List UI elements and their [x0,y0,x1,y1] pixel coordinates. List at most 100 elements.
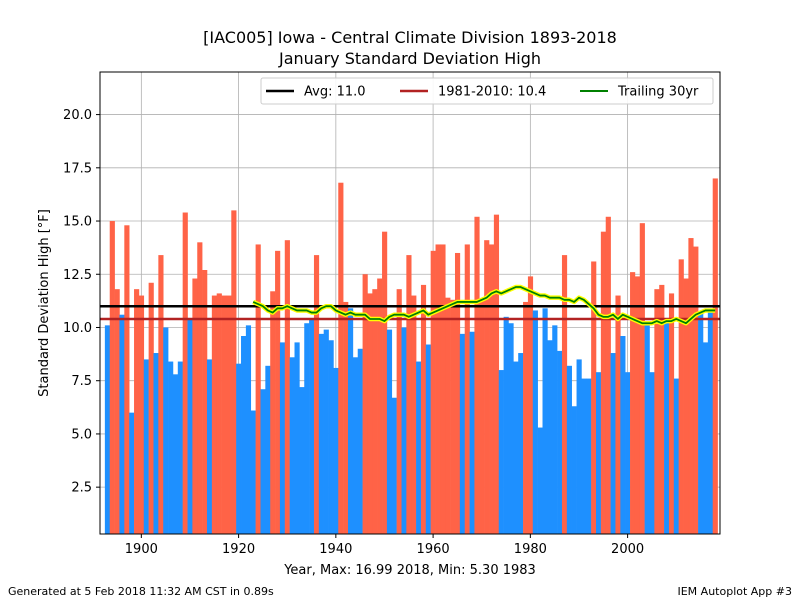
bar [586,378,592,534]
bar [313,255,320,534]
bar [279,342,286,534]
x-axis-label: Year, Max: 16.99 2018, Min: 5.30 1983 [283,563,536,578]
bar [615,295,621,534]
bar [707,310,713,534]
bar [255,244,261,534]
bar [654,289,660,534]
bar [352,357,359,534]
x-tick-label: 1900 [125,542,158,557]
bar [328,340,334,534]
legend-label-climo: 1981-2010: 10.4 [438,85,546,100]
bar [299,387,305,534]
bar [596,372,602,534]
bar [659,284,665,534]
bar [625,372,631,534]
bar [668,293,675,534]
bar [702,342,709,534]
bar [634,276,641,534]
bar [265,365,271,534]
bar [664,321,670,534]
y-tick-label: 2.5 [71,481,92,496]
bar [600,231,607,534]
bar [104,325,111,534]
bar [338,182,344,534]
y-tick-label: 12.5 [63,268,92,283]
bar [289,357,295,534]
bar [464,244,470,534]
bar [158,255,164,534]
bar [542,308,548,534]
bar [518,353,524,534]
bar [250,410,256,534]
bar [163,327,169,534]
bar [241,336,247,534]
y-tick-label: 20.0 [63,108,92,123]
bar [610,353,616,534]
bar [552,325,558,534]
bar [493,214,500,534]
x-tick-label: 1980 [514,542,547,557]
bar [561,255,568,534]
bar [362,274,368,534]
bar [304,323,310,534]
bar [119,314,125,534]
bar [284,240,290,534]
bar [430,250,436,534]
bar [479,299,485,534]
bar [357,348,363,534]
bars [104,178,718,535]
bar [168,361,174,534]
reference-lines [100,284,720,326]
y-axis-label: Standard Deviation High [°F] [37,209,52,397]
bar [644,325,650,534]
bar [372,289,378,534]
bar [503,316,509,534]
bar [532,310,538,534]
bar [318,333,324,534]
bar [469,331,475,534]
bar [683,278,689,534]
footer-generated: Generated at 5 Feb 2018 11:32 AM CST in … [8,585,274,598]
bar [138,295,145,534]
bar [489,244,495,534]
bar [221,295,227,534]
bar [124,225,130,535]
bar [416,361,422,534]
bar [571,406,577,534]
bar [216,293,222,534]
y-tick-label: 7.5 [71,374,92,389]
bar [148,282,154,534]
bar [484,240,490,534]
plot-frame [99,71,721,535]
bar [245,325,252,534]
bar [348,308,354,534]
bar [134,289,140,534]
bar [382,231,388,534]
bar [177,361,183,534]
x-tick-label: 1920 [222,542,255,557]
bar [391,397,397,534]
bar [688,238,694,534]
bar [435,244,441,534]
bar [153,353,159,534]
bar [211,295,217,534]
footer-app: IEM Autoplot App #3 [677,585,792,598]
bar [440,244,446,534]
bar [591,261,597,534]
bar [693,246,699,534]
bar [323,329,329,534]
bar [620,336,626,534]
bar [172,374,179,534]
bar [114,289,120,534]
bar [508,323,514,534]
bar [537,427,543,534]
bar [260,389,266,534]
bar [231,210,237,534]
chart-title: [IAC005] Iowa - Central Climate Division… [203,28,617,47]
bar [401,327,407,534]
bar [406,255,412,534]
bar [367,293,373,534]
bar [396,289,402,534]
bar [206,359,213,534]
